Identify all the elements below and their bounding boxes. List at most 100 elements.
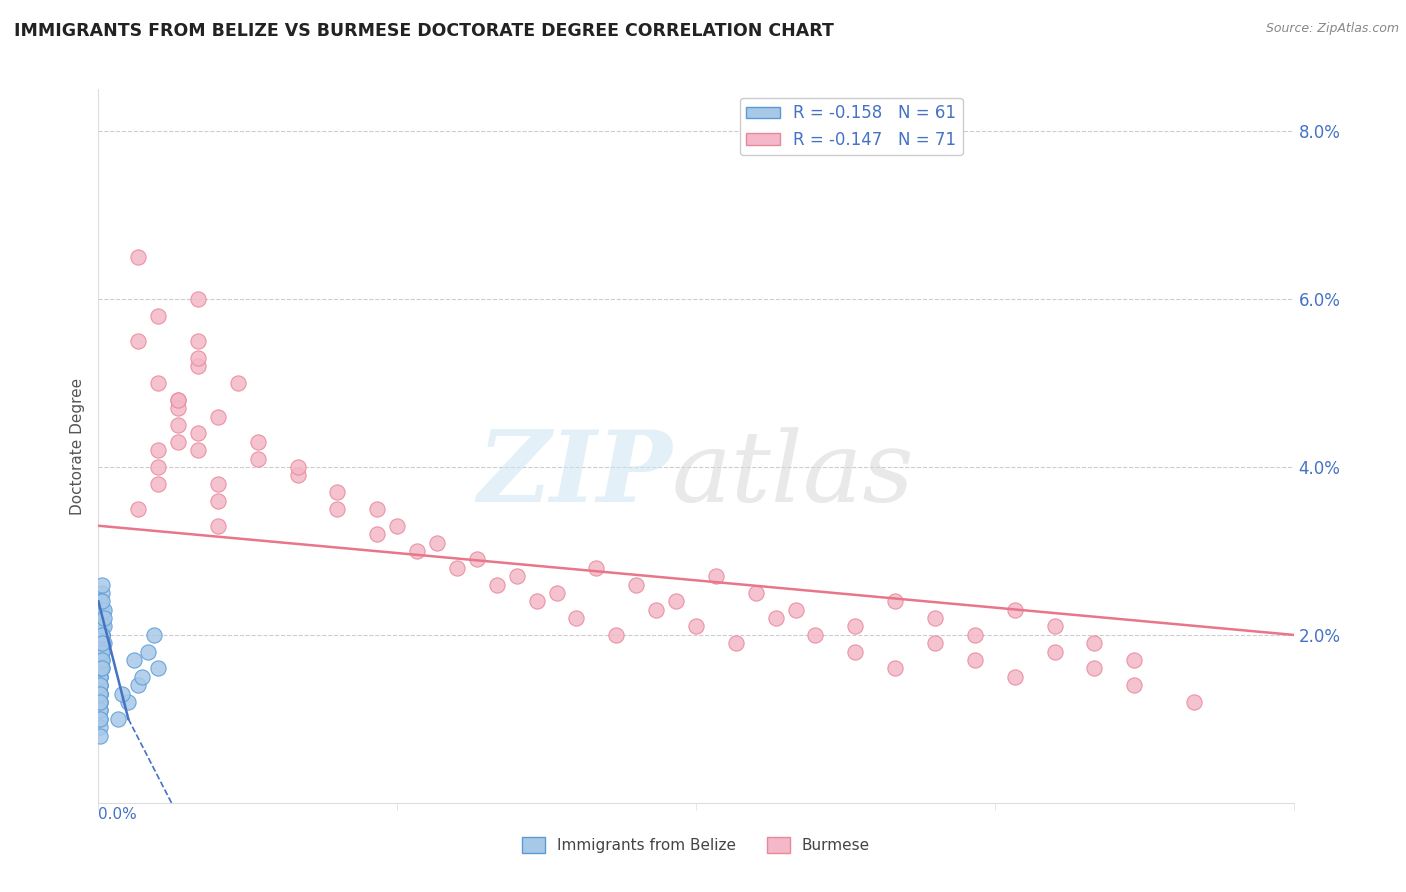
Point: [1083, 661, 1105, 675]
Point: [89, 712, 111, 726]
Point: [111, 687, 134, 701]
Point: [127, 334, 149, 348]
Point: [91, 611, 114, 625]
Point: [226, 376, 249, 390]
Point: [366, 527, 388, 541]
Point: [89, 670, 111, 684]
Point: [89, 687, 111, 701]
Point: [89, 678, 111, 692]
Point: [645, 603, 668, 617]
Point: [89, 594, 111, 608]
Text: atlas: atlas: [672, 427, 915, 522]
Point: [963, 653, 986, 667]
Point: [124, 653, 146, 667]
Point: [136, 645, 159, 659]
Point: [1182, 695, 1205, 709]
Point: [287, 468, 309, 483]
Point: [785, 603, 807, 617]
Point: [93, 636, 115, 650]
Point: [89, 729, 111, 743]
Point: [107, 712, 129, 726]
Point: [626, 577, 648, 591]
Point: [187, 443, 209, 458]
Point: [187, 359, 209, 374]
Point: [1123, 653, 1146, 667]
Point: [1083, 636, 1105, 650]
Point: [89, 687, 111, 701]
Point: [148, 476, 170, 491]
Point: [506, 569, 529, 583]
Point: [465, 552, 488, 566]
Point: [91, 603, 114, 617]
Text: Source: ZipAtlas.com: Source: ZipAtlas.com: [1265, 22, 1399, 36]
Text: IMMIGRANTS FROM BELIZE VS BURMESE DOCTORATE DEGREE CORRELATION CHART: IMMIGRANTS FROM BELIZE VS BURMESE DOCTOR…: [14, 22, 834, 40]
Point: [127, 502, 149, 516]
Point: [1043, 619, 1066, 633]
Point: [148, 376, 170, 390]
Point: [884, 661, 907, 675]
Legend: Immigrants from Belize, Burmese: Immigrants from Belize, Burmese: [516, 831, 876, 859]
Point: [89, 703, 111, 717]
Y-axis label: Doctorate Degree: Doctorate Degree: [69, 377, 84, 515]
Point: [605, 628, 627, 642]
Point: [765, 611, 787, 625]
Point: [207, 476, 229, 491]
Point: [804, 628, 827, 642]
Point: [91, 586, 114, 600]
Point: [89, 653, 111, 667]
Point: [187, 351, 209, 365]
Point: [91, 619, 114, 633]
Point: [91, 653, 114, 667]
Point: [89, 611, 111, 625]
Point: [93, 611, 115, 625]
Point: [91, 628, 114, 642]
Point: [745, 586, 768, 600]
Point: [1043, 645, 1066, 659]
Point: [585, 560, 607, 574]
Point: [446, 560, 468, 574]
Point: [131, 670, 153, 684]
Point: [167, 417, 190, 432]
Point: [89, 703, 111, 717]
Point: [148, 661, 170, 675]
Point: [167, 401, 190, 416]
Point: [89, 661, 111, 675]
Point: [326, 502, 349, 516]
Point: [89, 695, 111, 709]
Point: [167, 434, 190, 449]
Point: [884, 594, 907, 608]
Point: [844, 645, 866, 659]
Point: [565, 611, 588, 625]
Point: [93, 603, 115, 617]
Point: [526, 594, 548, 608]
Point: [91, 661, 114, 675]
Point: [89, 678, 111, 692]
Point: [91, 628, 114, 642]
Point: [93, 619, 115, 633]
Point: [91, 636, 114, 650]
Point: [844, 619, 866, 633]
Point: [89, 678, 111, 692]
Point: [366, 502, 388, 516]
Point: [89, 670, 111, 684]
Point: [89, 653, 111, 667]
Point: [89, 661, 111, 675]
Point: [187, 334, 209, 348]
Point: [685, 619, 707, 633]
Point: [127, 250, 149, 264]
Text: ZIP: ZIP: [477, 426, 672, 523]
Point: [665, 594, 688, 608]
Point: [963, 628, 986, 642]
Point: [91, 645, 114, 659]
Point: [89, 712, 111, 726]
Point: [485, 577, 508, 591]
Point: [89, 645, 111, 659]
Point: [546, 586, 568, 600]
Point: [426, 535, 449, 549]
Point: [207, 518, 229, 533]
Point: [91, 645, 114, 659]
Point: [326, 485, 349, 500]
Point: [207, 493, 229, 508]
Point: [187, 426, 209, 441]
Point: [91, 661, 114, 675]
